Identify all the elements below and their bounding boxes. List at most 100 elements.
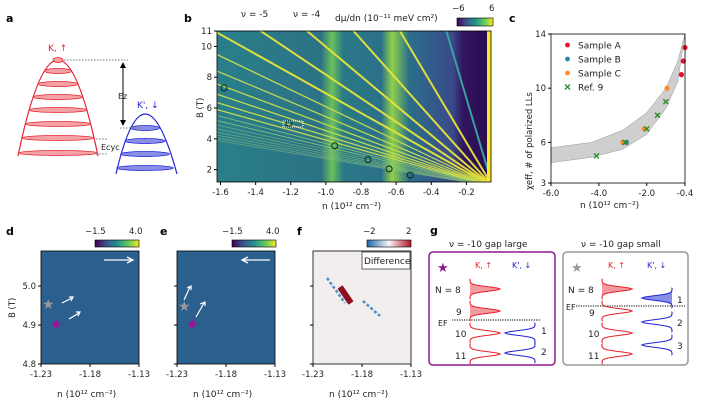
circle-marker <box>406 171 414 179</box>
panel-label-f: f <box>297 225 302 238</box>
fan-line <box>217 31 487 182</box>
fan-line <box>217 108 479 182</box>
axes-b-ticks: -1.6 -1.4 -1.2 -1.0 -0.8 -0.6 -0.4 -0.2 2 4 6 8 10 11 <box>201 27 475 198</box>
pointer-arrows-d <box>61 296 81 320</box>
heatmap-f <box>313 251 411 364</box>
landau-level-peak <box>469 300 502 322</box>
x-tick-label: -1.13 <box>400 370 422 380</box>
x-tick-label: -1.23 <box>166 370 188 380</box>
x-tick-label: -6.0 <box>543 189 560 199</box>
ref9-marker <box>654 112 661 119</box>
sample-marker <box>623 139 629 145</box>
left-b2: 2 <box>541 348 547 358</box>
blue-difference-streak <box>325 277 381 317</box>
bright-edge <box>487 31 491 182</box>
colorbar-b <box>456 17 494 27</box>
right-n9: 9 <box>589 309 595 319</box>
sample-marker <box>678 72 685 78</box>
y-tick-label: 10 <box>535 84 546 94</box>
left-n11: 11 <box>455 352 466 362</box>
blue-landau-level <box>124 138 166 144</box>
right-k-down-label: K', ↓ <box>647 261 666 270</box>
y-tick-label: 6 <box>207 104 212 114</box>
right-n8: N = 8 <box>568 286 594 296</box>
landau-level-peak <box>503 342 536 364</box>
legend-label: Sample B <box>578 56 621 66</box>
landau-level-peak <box>469 278 502 300</box>
confidence-band <box>550 33 686 163</box>
fan-line <box>305 31 489 182</box>
blue-landau-level <box>120 151 170 157</box>
x-tick-label: -1.18 <box>215 370 237 380</box>
ylabel-d: B (T) <box>8 298 18 318</box>
axes-e-ticks: -1.23 -1.18 -1.13 <box>166 285 286 380</box>
panel-label-c: c <box>509 12 516 25</box>
legend-label: Ref. 9 <box>578 84 604 94</box>
panel-label-b: b <box>184 12 192 25</box>
colorbar-f <box>366 239 412 248</box>
red-landau-level <box>37 81 79 87</box>
colorbar-d-max: 4.0 <box>129 227 143 237</box>
x-tick-label: -0.4 <box>677 189 694 199</box>
x-tick-label: -1.6 <box>212 188 229 198</box>
k-down-label: K', ↓ <box>137 101 159 111</box>
axes-frame-b <box>216 30 492 183</box>
landau-level-peak <box>469 343 502 365</box>
right-b3: 3 <box>677 342 683 352</box>
blue-landau-level <box>116 165 174 171</box>
left-box-title: ν = -10 gap large <box>449 240 528 250</box>
panel-label-g: g <box>430 224 438 237</box>
panel-b: b ν = -5 ν = -4 dμ/dn (10⁻¹¹ meV cm²) −6… <box>184 4 494 212</box>
right-k-up-label: K, ↑ <box>608 261 625 270</box>
right-box-title: ν = -10 gap small <box>581 240 661 250</box>
x-tick-label: -0.4 <box>423 188 440 198</box>
fan-line <box>217 101 480 182</box>
legend-marker <box>564 84 571 90</box>
left-b1: 1 <box>541 327 547 337</box>
panel-label-e: e <box>160 225 167 238</box>
landau-level-peak <box>469 322 502 344</box>
right-b1: 1 <box>677 296 683 306</box>
fan-line <box>217 134 471 182</box>
landau-level-peak <box>503 322 536 344</box>
zoom-region-box <box>282 120 304 128</box>
x-tick-label: -1.13 <box>128 370 150 380</box>
gap-large-box <box>428 251 556 366</box>
colorbar-d <box>94 239 140 248</box>
colorbar-e-min: −1.5 <box>222 227 243 237</box>
x-tick-label: -1.18 <box>351 370 373 380</box>
heatmap-e <box>177 251 275 364</box>
fan-line <box>217 70 484 182</box>
colorbar-b-max: 6 <box>489 4 494 14</box>
y-tick-label: 10 <box>201 42 212 52</box>
right-b2: 2 <box>677 319 683 329</box>
red-landau-levels <box>18 57 98 156</box>
panel-c: c Sample A Sample B Sample C Ref. 9 -6.0 -4.… <box>509 12 693 211</box>
fan-line <box>217 53 485 182</box>
ylabel-b: B (T) <box>196 98 206 118</box>
fan-line <box>217 115 477 182</box>
panel-label-d: d <box>6 225 14 238</box>
landau-level-peak <box>601 278 634 300</box>
right-ef: EF <box>566 303 576 312</box>
y-tick-label: 14 <box>535 30 546 40</box>
sweep-left-arrow-icon <box>240 256 270 264</box>
x-tick-label: -1.23 <box>30 370 52 380</box>
fan-line <box>217 139 468 182</box>
xlabel-e: n (10¹² cm⁻²) <box>193 390 252 400</box>
red-landau-level <box>44 68 72 74</box>
right-n11: 11 <box>588 352 599 362</box>
left-k-down-label: K', ↓ <box>512 261 531 270</box>
red-landau-level <box>21 135 95 141</box>
legend-marker <box>565 70 570 76</box>
colorbar-title-b: dμ/dn (10⁻¹¹ meV cm²) <box>335 14 438 24</box>
red-landau-level <box>28 107 88 113</box>
panel-g: g ν = -10 gap large ν = -10 gap small ★ … <box>428 224 689 366</box>
axes-f-ticks: -1.23 -1.18 -1.13 <box>302 285 422 380</box>
landau-level-peak <box>601 343 634 365</box>
x-tick-label: -0.6 <box>388 188 405 198</box>
y-tick-label: 2 <box>207 166 212 176</box>
panel-a: a K, ↑ K', ↓ Ez Ecyc <box>6 12 178 175</box>
